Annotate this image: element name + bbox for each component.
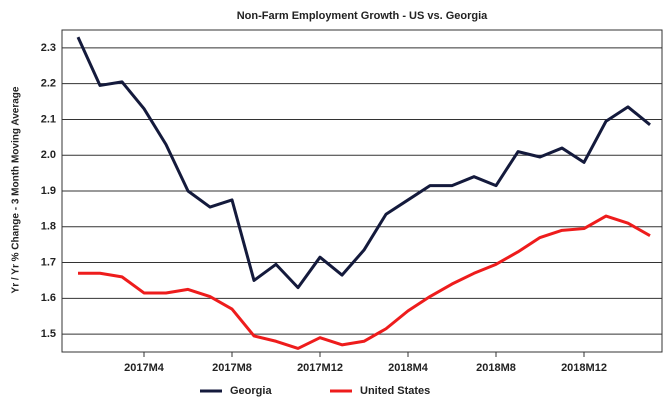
x-tick-label: 2018M8: [476, 362, 516, 374]
legend-label: Georgia: [230, 385, 272, 397]
x-tick-label: 2018M4: [388, 362, 429, 374]
y-axis-label: Yr / Yr % Change - 3 Month Moving Averag…: [11, 86, 22, 293]
x-tick-label: 2018M12: [561, 362, 607, 374]
x-tick-label: 2017M8: [212, 362, 252, 374]
y-tick-label: 1.9: [41, 185, 56, 197]
series-line: [78, 214, 651, 350]
legend-label: United States: [360, 385, 430, 397]
y-tick-label: 2.3: [41, 42, 56, 54]
chart-title: Non-Farm Employment Growth - US vs. Geor…: [237, 10, 488, 22]
y-tick-label: 1.7: [41, 256, 56, 268]
y-tick-label: 1.8: [41, 221, 56, 233]
series-line: [76, 36, 651, 290]
x-tick-label: 2017M12: [297, 362, 343, 374]
y-tick-label: 1.6: [41, 292, 56, 304]
plot-frame: [61, 29, 663, 353]
y-tick-label: 1.5: [41, 328, 56, 340]
y-tick-label: 2.1: [41, 113, 56, 125]
y-tick-label: 2.2: [41, 78, 56, 90]
x-tick-label: 2017M4: [124, 362, 165, 374]
y-tick-label: 2.0: [41, 149, 56, 161]
